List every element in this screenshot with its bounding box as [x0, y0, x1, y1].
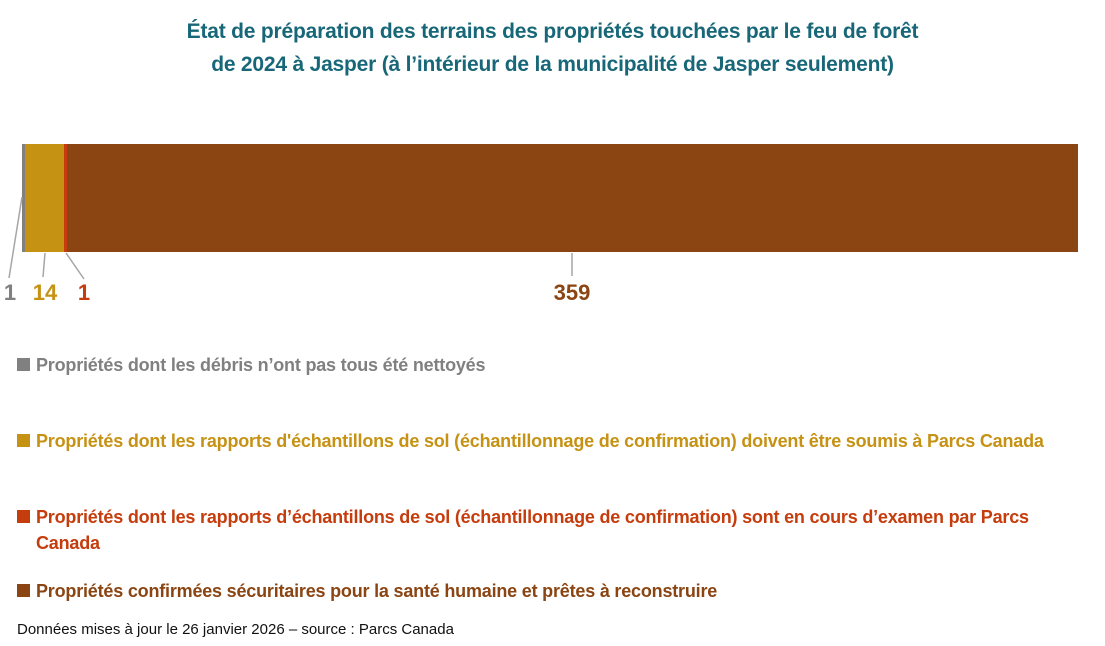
chart-title-line1: État de préparation des terrains des pro… — [186, 20, 919, 43]
legend-label: Propriétés confirmées sécuritaires pour … — [36, 581, 718, 601]
data-label-in-review: 1 — [77, 280, 91, 305]
stacked-bar — [22, 144, 1078, 252]
data-label-safe: 359 — [553, 280, 591, 305]
bar-segment-4 — [67, 144, 1078, 252]
legend-label: Propriétés dont les rapports d’échantill… — [36, 507, 1029, 553]
data-label-debris: 1 — [3, 280, 17, 305]
chart-title: État de préparation des terrains des pro… — [0, 15, 1105, 81]
legend-item-2: Propriétés dont les rapports d'échantill… — [17, 428, 1065, 454]
legend-item-4: Propriétés confirmées sécuritaires pour … — [17, 578, 1065, 604]
bar-segment-2 — [24, 144, 65, 252]
legend-label: Propriétés dont les débris n’ont pas tou… — [36, 355, 486, 375]
legend-label: Propriétés dont les rapports d'échantill… — [36, 431, 1044, 451]
legend-swatch-icon — [17, 510, 30, 523]
bar-segment-3 — [64, 144, 68, 252]
chart-title-line2: de 2024 à Jasper (à l’intérieur de la mu… — [211, 53, 894, 76]
data-label-to-submit: 14 — [32, 280, 58, 305]
legend-swatch-icon — [17, 584, 30, 597]
bar-segment-1 — [22, 144, 25, 252]
legend-item-3: Propriétés dont les rapports d’échantill… — [17, 504, 1065, 556]
source-note: Données mises à jour le 26 janvier 2026 … — [17, 621, 454, 638]
legend-swatch-icon — [17, 358, 30, 371]
legend-item-1: Propriétés dont les débris n’ont pas tou… — [17, 352, 1065, 378]
legend: Propriétés dont les débris n’ont pas tou… — [17, 0, 1087, 620]
legend-swatch-icon — [17, 434, 30, 447]
